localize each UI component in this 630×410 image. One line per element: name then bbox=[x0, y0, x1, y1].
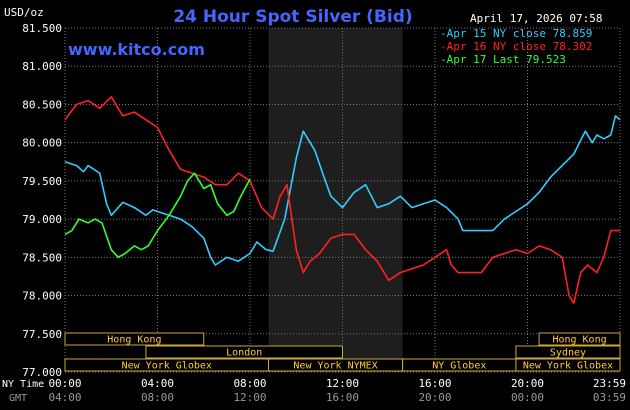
session-label: Hong Kong bbox=[107, 335, 161, 346]
session-label: Sydney bbox=[550, 348, 586, 359]
website-label: www.kitco.com bbox=[68, 40, 205, 59]
session-box bbox=[515, 345, 621, 359]
x-tick-label-gmt: 04:00 bbox=[48, 391, 81, 404]
x-tick-label-ny: 20:00 bbox=[511, 377, 544, 390]
session-label: NY Globex bbox=[432, 361, 486, 372]
x-tick-label-ny: 23:59 bbox=[593, 377, 626, 390]
y-tick-label: 78.500 bbox=[22, 251, 62, 264]
ny-time-row-label: NY Time bbox=[2, 379, 44, 390]
series-line-1 bbox=[64, 115, 621, 266]
gmt-row-label: GMT bbox=[9, 393, 27, 404]
y-tick-label: 77.500 bbox=[22, 328, 62, 341]
y-axis-unit: USD/oz bbox=[4, 6, 44, 19]
x-tick-label-gmt: 03:59 bbox=[593, 391, 626, 404]
legend-entry: -Apr 16 NY close 78.302 bbox=[440, 40, 592, 53]
session-box bbox=[145, 345, 343, 359]
y-tick-label: 81.000 bbox=[22, 60, 62, 73]
x-tick-label-ny: 16:00 bbox=[418, 377, 451, 390]
x-tick-label-gmt: 12:00 bbox=[233, 391, 266, 404]
chart-title: 24 Hour Spot Silver (Bid) bbox=[173, 7, 412, 27]
x-tick-label-ny: 00:00 bbox=[48, 377, 81, 390]
y-tick-label: 80.000 bbox=[22, 137, 62, 150]
price-series bbox=[64, 96, 621, 305]
y-axis-ticks: 81.500 81.000 80.500 80.000 79.500 79.000 78.5… bbox=[22, 22, 62, 379]
y-tick-label: 79.500 bbox=[22, 175, 62, 188]
x-tick-label-gmt: 20:00 bbox=[418, 391, 451, 404]
session-label: London bbox=[226, 348, 262, 359]
session-box bbox=[64, 332, 205, 346]
x-axis-ticks: 00:0004:0004:0008:0008:0012:0012:0016:00… bbox=[48, 377, 626, 404]
x-tick-label-gmt: 08:00 bbox=[141, 391, 174, 404]
session-label: Hong Kong bbox=[552, 335, 606, 346]
x-tick-label-ny: 08:00 bbox=[233, 377, 266, 390]
session-box bbox=[515, 358, 621, 372]
x-tick-label-gmt: 00:00 bbox=[511, 391, 544, 404]
session-label: New York NYMEX bbox=[293, 361, 377, 372]
legend-entry: -Apr 17 Last 79.523 bbox=[440, 53, 566, 66]
y-tick-label: 80.500 bbox=[22, 98, 62, 111]
trading-sessions: Hong Kong London New York Globex New York N… bbox=[64, 332, 621, 372]
session-label: New York Globex bbox=[523, 361, 613, 372]
series-line-2 bbox=[64, 96, 620, 305]
session-label: New York Globex bbox=[122, 361, 212, 372]
x-tick-label-gmt: 16:00 bbox=[326, 391, 359, 404]
session-box bbox=[538, 332, 621, 346]
y-tick-label: 79.000 bbox=[22, 213, 62, 226]
y-tick-label: 77.000 bbox=[22, 366, 62, 379]
y-tick-label: 81.500 bbox=[22, 22, 62, 35]
legend: -Apr 15 NY close 78.859-Apr 16 NY close … bbox=[440, 27, 592, 66]
x-tick-label-ny: 04:00 bbox=[141, 377, 174, 390]
y-tick-label: 78.000 bbox=[22, 290, 62, 303]
timestamp: April 17, 2026 07:58 bbox=[470, 12, 602, 25]
legend-entry: -Apr 15 NY close 78.859 bbox=[440, 27, 592, 40]
series-line-3 bbox=[64, 172, 251, 259]
x-tick-label-ny: 12:00 bbox=[326, 377, 359, 390]
